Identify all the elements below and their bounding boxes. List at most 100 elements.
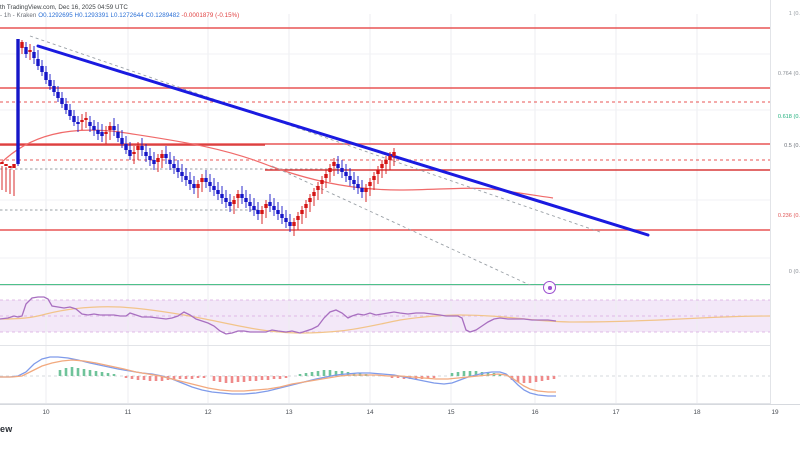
macd-histogram-bar [528,376,532,383]
macd-histogram-bar [202,376,206,378]
candle-body [156,158,160,162]
macd-histogram-bar [154,376,158,381]
candle-body [240,194,244,198]
macd-histogram-bar [310,372,314,376]
time-tick: 18 [693,409,701,416]
candle-body [44,72,48,80]
time-tick: 19 [771,409,779,416]
dotted-trendline-lower [271,165,531,285]
candle-body [300,210,304,214]
candle-body [224,198,228,202]
candle-body [136,146,140,150]
descending-trendline[interactable] [36,44,650,237]
candle-body [356,184,360,188]
candle-body [292,222,296,226]
macd-histogram-bar [230,376,234,383]
bottom-watermark: ew [0,424,13,434]
candle-body [16,39,20,164]
macd-histogram-bar [546,376,550,380]
macd-histogram-bar [328,370,332,376]
macd-histogram-bar [254,376,258,381]
price-scale[interactable]: 1 (0. 0.764 (0. 0.618 (0. 0.5 (0. 0.236 … [770,0,800,404]
chart-credit-line: th TradingView.com, Dec 16, 2025 04:59 U… [0,4,128,11]
macd-histogram-bar [462,371,466,376]
macd-histogram-bar [340,371,344,376]
candle-body [284,218,288,222]
macd-histogram-bar [112,374,116,376]
candle-body [68,110,72,116]
candle-body [340,168,344,172]
time-tick: 17 [612,409,620,416]
macd-histogram-bar [540,376,544,381]
time-tick: 13 [285,409,293,416]
candle-body [4,164,8,166]
price-pane[interactable] [0,14,770,286]
candle-body [76,122,80,124]
time-tick: 15 [447,409,455,416]
macd-pane[interactable] [0,346,770,404]
candle-body [196,184,200,188]
rsi-threshold-lines [0,299,770,333]
macd-histogram-bar [432,376,436,378]
macd-histogram-bar [426,376,430,378]
rsi-pane[interactable] [0,286,770,346]
candle-body [144,152,148,156]
macd-histogram-bar [486,372,490,376]
chart-marker-badge[interactable] [543,281,556,294]
candle-body [276,210,280,214]
time-scale[interactable]: 10 11 12 13 14 15 16 17 18 19 [0,404,800,423]
candle-body [56,92,60,98]
candle-body [236,194,240,198]
fib-label-1: 1 (0. [788,11,800,17]
time-tick: 10 [42,409,50,416]
candle-body [248,202,252,206]
candle-body [352,180,356,184]
macd-histogram-bar [390,376,394,378]
fib-label-0764: 0.764 (0. [777,71,800,77]
time-tick: 14 [366,409,374,416]
candle-body [344,172,348,176]
macd-histogram-bar [450,373,454,376]
macd-histogram-bar [260,376,264,380]
macd-histogram-bar [456,372,460,376]
candle-body [0,162,4,164]
candle-body [348,176,352,180]
candle-body [184,176,188,180]
macd-histogram-bar [266,376,270,380]
candle-body [132,152,136,154]
candle-body [108,126,112,130]
candle-body [220,194,224,198]
macd-histogram-bar [396,376,400,378]
candle-body [252,206,256,210]
candle-body [392,152,396,156]
candle-body [64,104,68,110]
candle-body [152,160,156,164]
candle-body [268,202,272,206]
candle-body [140,146,144,150]
time-tick: 16 [531,409,539,416]
macd-histogram-bar [224,376,228,383]
macd-chart-svg [0,346,770,403]
macd-histogram-bar [534,376,538,382]
macd-histogram-bar [242,376,246,382]
macd-histogram-bar [304,373,308,376]
candle-body [8,166,12,168]
candle-body [180,172,184,176]
candle-body [104,132,108,134]
horizontal-gridlines [0,53,770,259]
candle-body [260,210,264,214]
macd-histogram-bar [334,371,338,376]
macd-histogram-bar [474,371,478,376]
macd-histogram-bar [278,376,282,379]
candle-body [228,202,232,206]
candle-body [28,50,32,52]
candle-body [92,126,96,130]
candle-body [204,178,208,182]
candle-body [376,170,380,174]
macd-histogram-bar [130,376,134,379]
macd-histogram-bar [58,370,62,376]
macd-histogram-bar [148,376,152,381]
candle-body [124,144,128,150]
dotted-trendline-upper [29,35,601,233]
